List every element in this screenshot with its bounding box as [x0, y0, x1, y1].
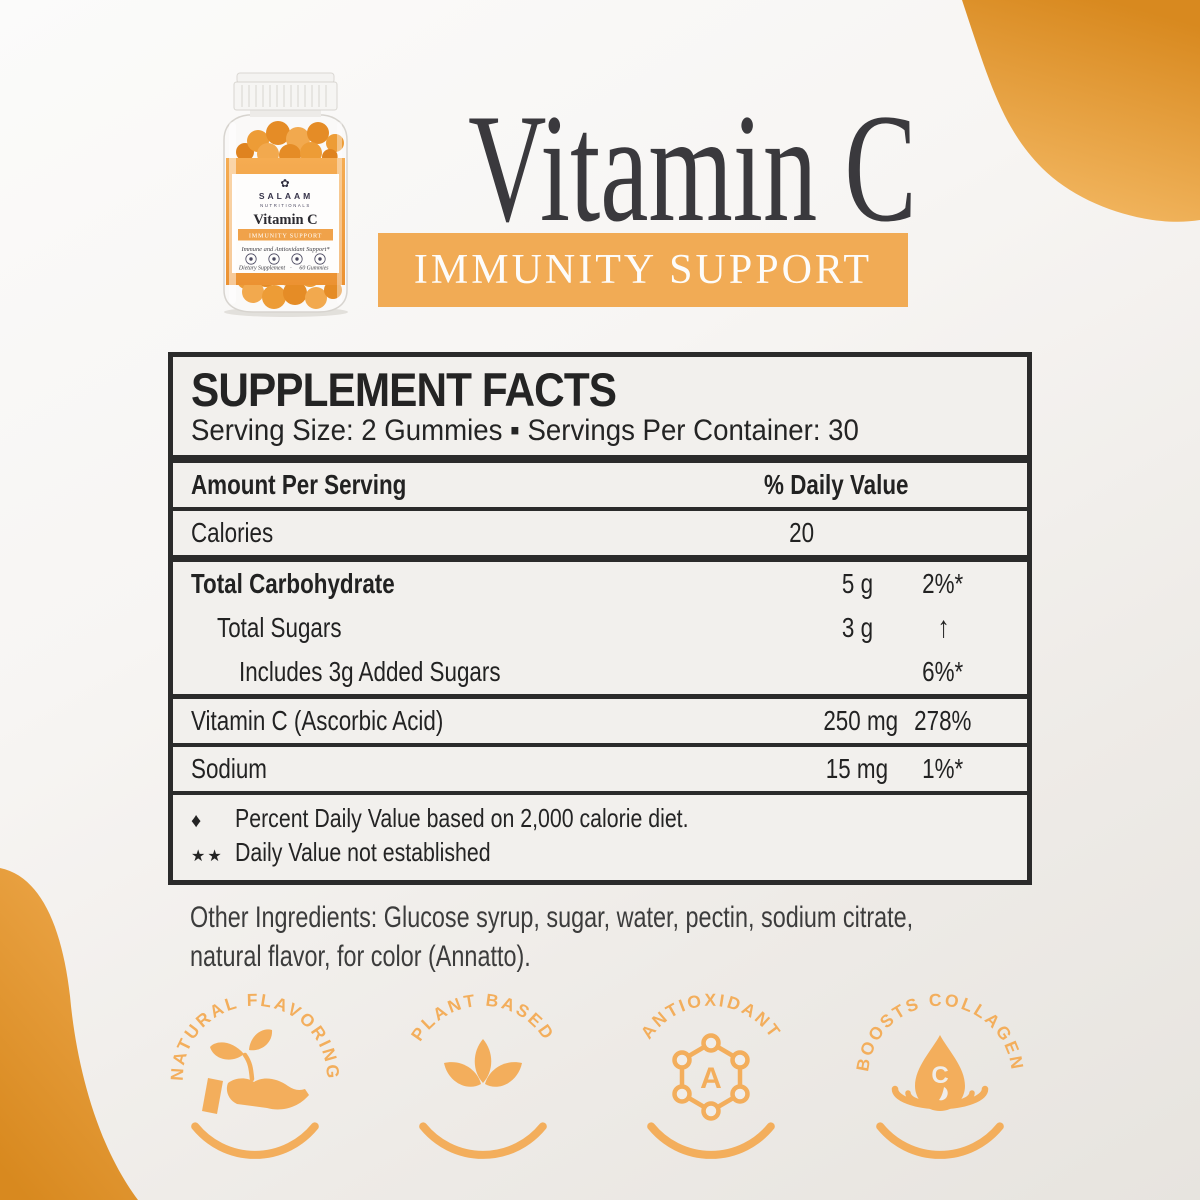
glass-highlight-left	[229, 122, 236, 304]
badge-antioxidant: ANTIOXIDANT A	[637, 990, 783, 1159]
table-row-total-carbohydrate: Total Carbohydrate 5 g 2%*	[191, 568, 964, 599]
immunity-support-banner: IMMUNITY SUPPORT	[378, 233, 908, 307]
cap-ribs	[241, 85, 327, 107]
brand-sub: NUTRITIONALS	[260, 203, 311, 208]
divider	[173, 555, 1027, 562]
svg-text:PLANT BASED: PLANT BASED	[407, 990, 559, 1045]
label-tagline: Immune and Antioxidant Support*	[240, 246, 330, 253]
other-ingredients-line2: natural flavor, for color (Annatto).	[190, 940, 531, 973]
badge-bottom-arc	[647, 1122, 775, 1159]
bottle-label-card	[232, 174, 339, 273]
facts-footnotes: ♦ Percent Daily Value based on 2,000 cal…	[173, 795, 1027, 871]
table-row-added-sugars: Includes 3g Added Sugars 6%*	[239, 656, 964, 687]
diamond-icon: ♦	[191, 810, 202, 832]
brand-logo-icon: ✿	[280, 178, 289, 190]
stars-icon: ★★	[191, 848, 224, 865]
badge-bottom-arc	[191, 1122, 319, 1159]
label-meta-dot: ·	[290, 266, 292, 272]
page-title: Vitamin C	[468, 82, 917, 254]
svg-text:C: C	[931, 1062, 948, 1089]
collagen-drop-icon: C	[891, 1035, 989, 1111]
divider	[173, 791, 1027, 795]
other-ingredients: Other Ingredients: Glucose syrup, sugar,…	[190, 898, 1117, 976]
label-meta-right: 60 Gummies	[299, 266, 329, 272]
brand-name: SALAAM	[259, 191, 313, 201]
badge-boosts-collagen: BOOSTS COLLAGEN C	[852, 990, 1025, 1159]
badge-bottom-arc	[419, 1122, 547, 1159]
other-ingredients-line1: Other Ingredients: Glucose syrup, sugar,…	[190, 901, 914, 934]
footnote-not-established: ★★ Daily Value not established	[191, 837, 491, 867]
supplement-facts-panel: SUPPLEMENT FACTS Serving Size: 2 Gummies…	[168, 352, 1032, 885]
corner-blob-top-right	[962, 0, 1200, 222]
table-row-total-sugars: Total Sugars 3 g ↑	[217, 611, 949, 644]
serving-info: Serving Size: 2 Gummies ▪ Servings Per C…	[191, 414, 859, 447]
product-bottle: ✿ SALAAM NUTRITIONALS Vitamin C IMMUNITY…	[223, 72, 348, 317]
facts-column-header: Amount Per Serving % Daily Value	[173, 463, 1027, 507]
divider	[173, 455, 1027, 463]
facts-header: SUPPLEMENT FACTS Serving Size: 2 Gummies…	[173, 357, 1027, 455]
footnote-daily-value: ♦ Percent Daily Value based on 2,000 cal…	[191, 803, 689, 833]
divider	[173, 694, 1027, 699]
plant-leaves-icon	[444, 1039, 522, 1087]
label-meta-left: Dietary Supplement	[238, 266, 286, 272]
label-banner-text: IMMUNITY SUPPORT	[249, 233, 322, 240]
table-row-calories: Calories 20	[191, 517, 815, 548]
feature-badges: NATURAL FLAVORING PLANT BASED ANTIOXID	[0, 983, 1200, 1183]
glass-highlight-right	[337, 122, 342, 304]
hand-sprout-icon	[202, 1029, 309, 1114]
corner-blob-bottom-left	[0, 868, 138, 1200]
svg-text:A: A	[700, 1062, 722, 1095]
table-row-sodium: Sodium 15 mg 1%*	[191, 753, 964, 784]
badge-plant-based: PLANT BASED	[407, 990, 559, 1159]
antioxidant-molecule-icon: A	[672, 1033, 750, 1121]
badge-natural-flavoring: NATURAL FLAVORING	[167, 990, 344, 1159]
badge-bottom-arc	[876, 1122, 1004, 1159]
label-mini-badges	[245, 253, 326, 265]
col-amount-per-serving: Amount Per Serving	[191, 469, 407, 500]
facts-title: SUPPLEMENT FACTS	[191, 363, 617, 416]
divider	[173, 743, 1027, 747]
divider	[173, 507, 1027, 511]
bottle-neck	[250, 110, 321, 117]
col-daily-value: % Daily Value	[763, 469, 909, 500]
label-banner	[238, 229, 333, 241]
table-row-vitamin-c: Vitamin C (Ascorbic Acid) 250 mg 278%	[191, 705, 972, 736]
label-product-name: Vitamin C	[253, 212, 317, 228]
svg-text:NATURAL FLAVORING: NATURAL FLAVORING	[167, 990, 344, 1082]
